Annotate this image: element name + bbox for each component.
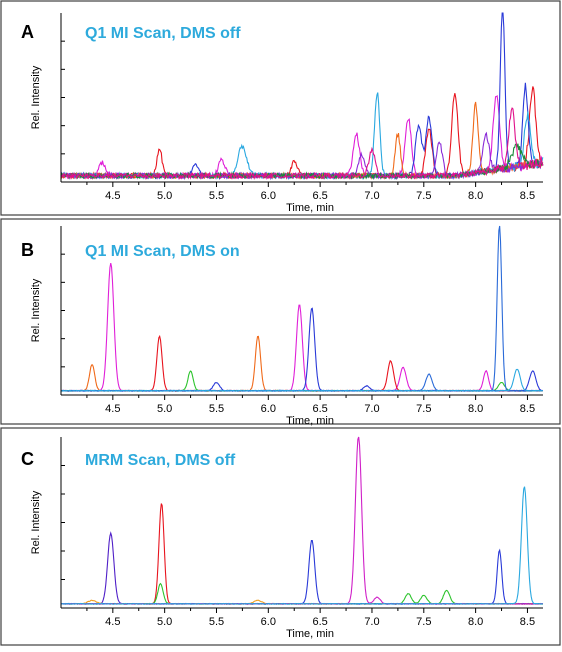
x-tick-label: 7.5 (416, 403, 431, 415)
x-axis-label: Time, min (286, 628, 334, 640)
x-tick-label: 6.0 (261, 190, 276, 202)
x-tick-label: 7.5 (416, 190, 431, 202)
x-tick-label: 6.0 (261, 403, 276, 415)
series-3-line (60, 582, 543, 605)
panel-title: Q1 MI Scan, DMS on (85, 243, 240, 260)
x-tick-label: 8.0 (468, 190, 483, 202)
x-tick-label: 5.5 (209, 403, 224, 415)
series-1-line (60, 335, 543, 392)
x-tick-label: 4.5 (105, 403, 120, 415)
x-tick-label: 6.5 (312, 616, 327, 628)
series-8-line (60, 107, 544, 180)
series-2-line (60, 262, 544, 392)
series-2-line (60, 503, 544, 605)
x-tick-label: 4.5 (105, 616, 120, 628)
x-tick-label: 6.0 (261, 616, 276, 628)
panel-frame (0, 427, 561, 646)
panel-a: 4.5 5.0 5.5 6.0 6.5 7.0 7.5 8.0 8.5 Time, min Rel.… (0, 0, 561, 216)
series-5-line (60, 101, 544, 180)
x-tick-label: 8.5 (520, 403, 535, 415)
series-1-line (60, 531, 544, 605)
series-5-line (60, 539, 543, 605)
panel-frame (0, 218, 561, 425)
series-4-line (60, 370, 543, 392)
x-tick-label: 5.0 (157, 403, 172, 415)
panel-title: MRM Scan, DMS off (85, 452, 236, 469)
panel-letter: A (21, 22, 34, 42)
panel-letter: C (21, 449, 34, 469)
series-7-line (60, 368, 543, 392)
x-tick-label: 7.0 (364, 616, 379, 628)
x-tick-label: 7.5 (416, 616, 431, 628)
panel-frame (0, 0, 561, 216)
x-tick-label: 5.5 (209, 190, 224, 202)
x-tick-label: 5.0 (157, 616, 172, 628)
series-5-line (60, 307, 543, 392)
panel-b: 4.5 5.0 5.5 6.0 6.5 7.0 7.5 8.0 8.5 Time, min Rel.… (0, 218, 561, 427)
series-3-line (60, 334, 543, 392)
x-axis-label: Time, min (286, 202, 334, 214)
panel-c: 4.5 5.0 5.5 6.0 6.5 7.0 7.5 8.0 8.5 Time, min Rel.… (0, 427, 561, 646)
x-tick-label: 6.5 (312, 403, 327, 415)
x-tick-label: 4.5 (105, 190, 120, 202)
x-tick-label: 8.0 (468, 403, 483, 415)
x-tick-label: 7.0 (364, 190, 379, 202)
x-tick-label: 8.0 (468, 616, 483, 628)
series-7-line (60, 486, 543, 605)
y-axis-label: Rel. Intensity (30, 490, 42, 554)
x-tick-label: 6.5 (312, 190, 327, 202)
y-axis-label: Rel. Intensity (30, 278, 42, 342)
x-axis-label: Time, min (286, 415, 334, 427)
x-tick-label: 5.5 (209, 616, 224, 628)
y-axis-label: Rel. Intensity (30, 65, 42, 129)
x-tick-label: 5.0 (157, 190, 172, 202)
panel-letter: B (21, 240, 34, 260)
x-tick-label: 7.0 (364, 403, 379, 415)
x-tick-label: 8.5 (520, 616, 535, 628)
x-tick-label: 8.5 (520, 190, 535, 202)
panel-title: Q1 MI Scan, DMS off (85, 25, 241, 42)
